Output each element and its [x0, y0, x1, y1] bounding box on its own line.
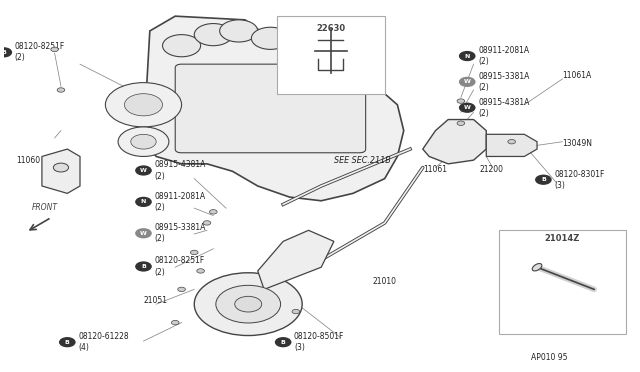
Text: 08915-3381A
(2): 08915-3381A (2)	[478, 72, 529, 92]
Text: 08120-8251F
(2): 08120-8251F (2)	[15, 42, 65, 62]
Text: 13049N: 13049N	[563, 139, 593, 148]
Text: 11061A: 11061A	[563, 71, 592, 80]
Circle shape	[0, 48, 12, 57]
Text: B: B	[281, 340, 285, 345]
Polygon shape	[486, 134, 537, 157]
Text: SEE SEC.211B: SEE SEC.211B	[334, 155, 390, 165]
Text: 11060: 11060	[17, 155, 41, 165]
Text: B: B	[141, 264, 146, 269]
Text: 08120-8251F
(2): 08120-8251F (2)	[154, 256, 205, 276]
Polygon shape	[143, 16, 404, 201]
Text: 21010: 21010	[372, 278, 396, 286]
Circle shape	[57, 88, 65, 92]
Text: 08915-4381A
(2): 08915-4381A (2)	[478, 98, 529, 118]
Text: 21014Z: 21014Z	[545, 234, 580, 243]
Circle shape	[136, 229, 151, 238]
Text: 08120-8501F
(3): 08120-8501F (3)	[294, 332, 344, 352]
Text: 08120-8301F
(3): 08120-8301F (3)	[554, 170, 605, 190]
Circle shape	[457, 121, 465, 125]
Circle shape	[460, 52, 475, 61]
Circle shape	[106, 83, 182, 127]
Circle shape	[457, 99, 465, 103]
Polygon shape	[423, 119, 486, 164]
Circle shape	[460, 77, 475, 86]
Text: 21014Z: 21014Z	[531, 268, 560, 277]
Text: 08915-3381A
(2): 08915-3381A (2)	[154, 223, 205, 243]
Circle shape	[197, 269, 204, 273]
Ellipse shape	[163, 35, 200, 57]
Circle shape	[53, 163, 68, 172]
Text: 08911-2081A
(2): 08911-2081A (2)	[154, 192, 205, 212]
Bar	[499, 230, 626, 334]
Circle shape	[118, 127, 169, 157]
Circle shape	[172, 320, 179, 325]
Text: 08915-4381A
(2): 08915-4381A (2)	[154, 160, 205, 180]
Circle shape	[292, 310, 300, 314]
Circle shape	[136, 198, 151, 206]
Text: W: W	[140, 231, 147, 236]
Text: 22630: 22630	[316, 23, 346, 32]
Circle shape	[460, 103, 475, 112]
Text: N: N	[465, 54, 470, 58]
Ellipse shape	[252, 27, 289, 49]
Text: 08911-2081A
(2): 08911-2081A (2)	[478, 46, 529, 66]
Text: B: B	[1, 50, 6, 55]
Circle shape	[275, 338, 291, 347]
Text: N: N	[141, 199, 146, 204]
Circle shape	[131, 134, 156, 149]
Circle shape	[508, 140, 515, 144]
Text: W: W	[464, 79, 470, 84]
Text: 21051: 21051	[143, 296, 168, 305]
Text: W: W	[464, 105, 470, 110]
FancyBboxPatch shape	[175, 64, 365, 153]
Polygon shape	[258, 230, 334, 289]
Circle shape	[51, 47, 58, 52]
Circle shape	[235, 296, 262, 312]
Text: 11061: 11061	[423, 165, 447, 174]
Circle shape	[203, 221, 211, 225]
Polygon shape	[42, 149, 80, 193]
Text: B: B	[541, 177, 546, 182]
Circle shape	[60, 338, 75, 347]
Ellipse shape	[195, 23, 232, 46]
Circle shape	[191, 250, 198, 255]
Text: B: B	[65, 340, 70, 345]
Circle shape	[136, 262, 151, 271]
Circle shape	[136, 166, 151, 175]
Text: 21200: 21200	[480, 165, 504, 174]
Text: AP010 95: AP010 95	[531, 353, 567, 362]
Circle shape	[178, 287, 186, 292]
Circle shape	[536, 175, 551, 184]
Text: FRONT: FRONT	[32, 203, 58, 212]
Text: W: W	[140, 168, 147, 173]
Ellipse shape	[220, 20, 258, 42]
Ellipse shape	[532, 263, 542, 271]
Circle shape	[124, 94, 163, 116]
Circle shape	[209, 210, 217, 214]
Circle shape	[216, 285, 280, 323]
Bar	[276, 16, 385, 94]
Circle shape	[195, 273, 302, 336]
Text: 08120-61228
(4): 08120-61228 (4)	[78, 332, 129, 352]
